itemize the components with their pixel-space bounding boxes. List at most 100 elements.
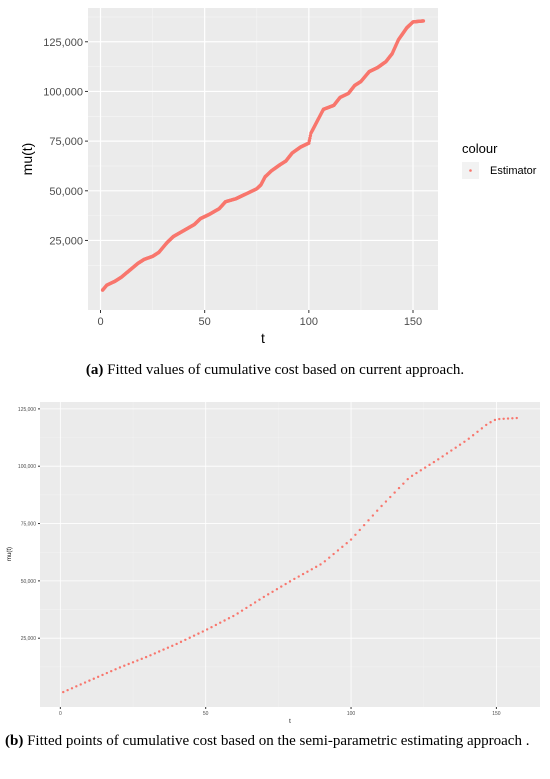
y-tick-label: 100,000 (43, 86, 83, 98)
y-tick-label: 125,000 (43, 37, 83, 49)
data-point (79, 683, 82, 686)
data-point (480, 427, 484, 430)
x-tick-label: 50 (203, 711, 209, 717)
x-tick-label: 150 (492, 711, 501, 717)
data-point (314, 565, 318, 569)
data-point (123, 664, 126, 667)
data-point (502, 417, 505, 420)
chart-a-x-ticks: 0 50 100 150 (97, 310, 422, 328)
y-tick-label: 50,000 (49, 186, 83, 198)
data-point (336, 549, 340, 552)
data-point (267, 593, 270, 596)
data-point (166, 646, 170, 649)
data-point (127, 662, 130, 666)
chart-a-grid (88, 8, 438, 310)
x-tick-label: 100 (347, 711, 356, 717)
data-point (288, 580, 292, 583)
data-point (110, 669, 113, 673)
data-point (415, 471, 418, 475)
data-point (75, 685, 78, 688)
chart-a-panel (88, 8, 438, 310)
data-point (332, 552, 335, 556)
data-point (162, 648, 165, 651)
data-point (345, 542, 348, 545)
chart-b-grid (40, 402, 540, 707)
data-point (506, 417, 510, 420)
legend-key-point (469, 169, 472, 172)
data-point (323, 560, 327, 563)
data-point (402, 482, 405, 485)
data-point (476, 430, 479, 434)
chart-b-panel (40, 402, 540, 707)
data-point (280, 585, 283, 588)
data-point (362, 523, 366, 527)
data-point (114, 668, 117, 671)
data-point (421, 19, 426, 23)
data-point (463, 440, 466, 443)
data-point (297, 575, 300, 578)
data-point (349, 538, 353, 541)
data-point (144, 655, 148, 659)
data-point (236, 612, 239, 615)
data-point (232, 614, 235, 618)
data-point (83, 681, 87, 684)
chart-a-points (100, 19, 426, 292)
data-point (498, 417, 501, 421)
data-point (511, 417, 514, 420)
data-point (301, 572, 305, 576)
data-point (445, 452, 449, 455)
data-point (441, 455, 444, 458)
data-point (275, 587, 279, 591)
caption-a-text: Fitted values of cumulative cost based o… (103, 362, 465, 378)
data-point (62, 690, 65, 694)
data-point (310, 568, 313, 571)
x-tick-label: 0 (59, 711, 62, 717)
chart-b-points (62, 416, 518, 694)
data-point (284, 582, 287, 586)
y-tick-label: 25,000 (49, 235, 83, 247)
data-point (419, 469, 423, 472)
data-point (205, 628, 209, 631)
chart-b-y-ticks: 25,000 50,000 75,000 100,000 125,000 (18, 407, 40, 642)
data-point (454, 446, 457, 449)
data-point (393, 491, 396, 494)
legend-entry-estimator: Estimator (490, 165, 537, 177)
data-point (367, 519, 370, 522)
data-point (358, 528, 361, 532)
data-point (157, 650, 161, 653)
data-point (428, 463, 431, 467)
caption-a-label: (a) (85, 362, 104, 378)
data-point (328, 556, 331, 559)
y-tick-label: 25,000 (21, 636, 37, 642)
data-point (70, 687, 74, 690)
data-point (197, 632, 200, 635)
data-point (293, 577, 296, 581)
data-point (306, 570, 309, 573)
y-tick-label: 125,000 (18, 407, 36, 413)
data-point (380, 504, 383, 508)
data-point (175, 642, 178, 646)
x-tick-label: 150 (404, 316, 422, 328)
data-point (105, 671, 109, 675)
data-point (96, 675, 100, 679)
data-point (66, 688, 69, 692)
data-point (319, 563, 322, 566)
data-point (192, 634, 196, 637)
data-point (188, 636, 191, 639)
data-point (149, 654, 152, 657)
x-tick-label: 100 (300, 316, 318, 328)
chart-a-y-axis-title: mu(t) (19, 143, 35, 176)
chart-a-x-axis-title: t (261, 330, 265, 346)
caption-b: (b) Fitted points of cumulative cost bas… (5, 732, 545, 751)
data-point (118, 666, 122, 669)
data-point (258, 598, 261, 601)
data-point (376, 509, 379, 512)
chart-b-x-ticks: 0 50 100 150 (59, 707, 501, 717)
data-point (249, 603, 252, 607)
data-point (136, 659, 139, 662)
data-point (406, 477, 409, 481)
data-point (179, 640, 183, 644)
data-point (389, 495, 392, 499)
data-point (92, 677, 95, 680)
x-tick-label: 0 (97, 316, 103, 328)
